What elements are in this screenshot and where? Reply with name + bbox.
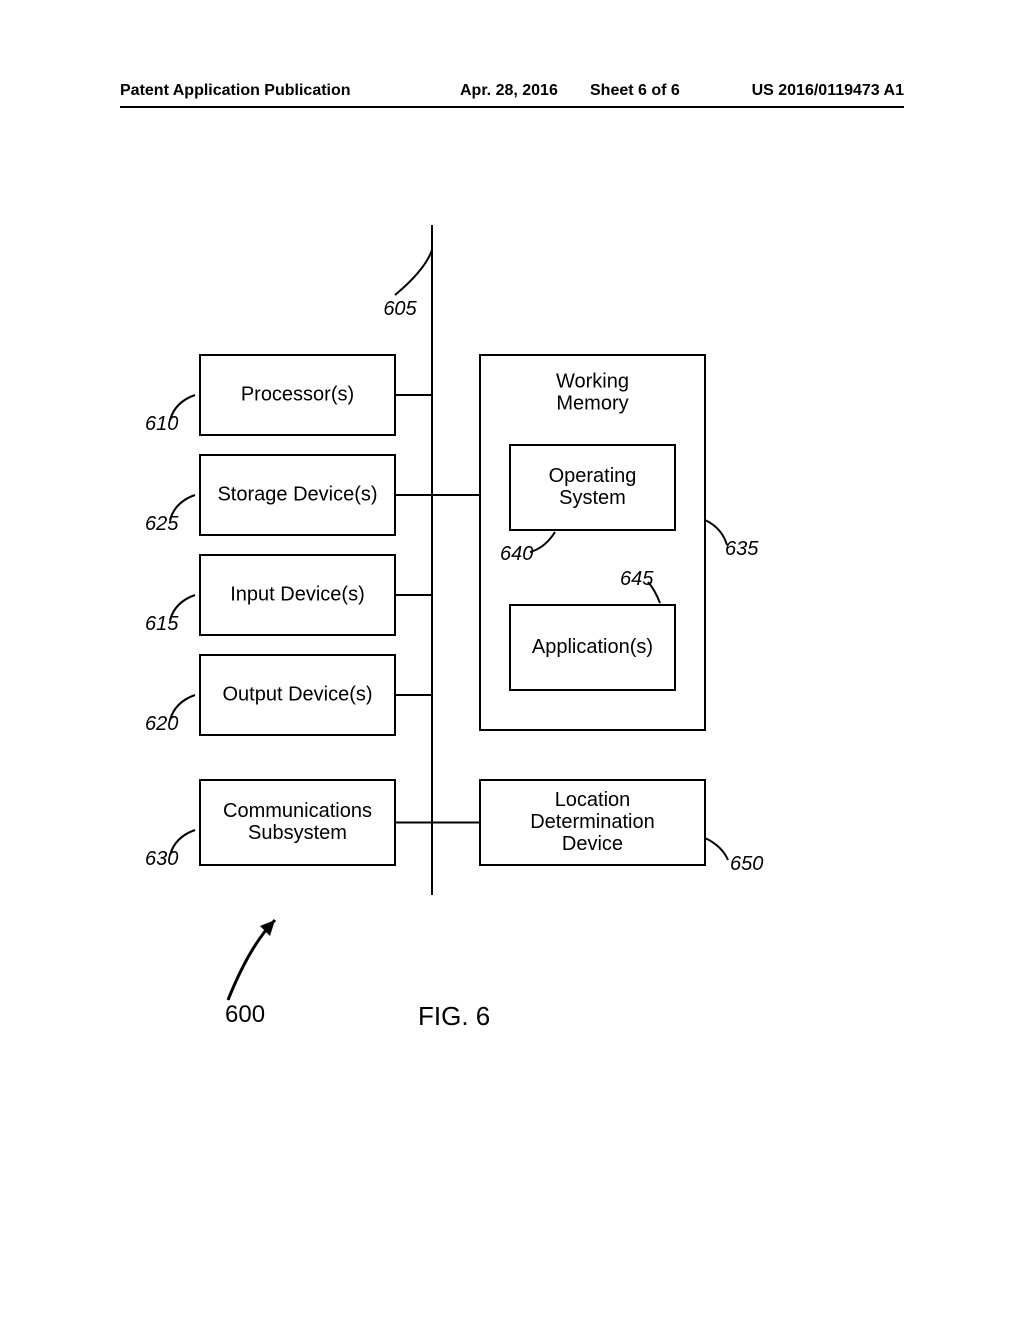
label-output: Output Device(s) [222,683,372,705]
label-location: Location [555,789,631,811]
ref-640: 640 [500,543,533,565]
label-working-memory: Working [556,370,629,392]
label-location: Determination [530,811,655,833]
label-working-memory: Memory [556,392,628,414]
figure-container: 605 Processor(s) 610 Storage Device(s) 625 In… [0,0,1024,1325]
ref-630: 630 [145,848,178,870]
label-comm: Communications [223,800,372,822]
label-location: Device [562,833,623,855]
label-comm: Subsystem [248,822,347,844]
label-app: Application(s) [532,636,653,658]
label-processor: Processor(s) [241,383,354,405]
ref-600: 600 [225,1001,265,1028]
ref-650: 650 [730,853,763,875]
ref-635: 635 [725,538,759,560]
label-input: Input Device(s) [230,583,365,605]
ref-615: 615 [145,613,179,635]
ref-610: 610 [145,413,178,435]
label-os: System [559,487,626,509]
ref-620: 620 [145,713,178,735]
ref-leader [530,532,555,552]
ref-645: 645 [620,568,654,590]
ref-625: 625 [145,513,179,535]
page: Patent Application Publication Apr. 28, … [0,0,1024,1320]
label-storage: Storage Device(s) [217,483,377,505]
figure-caption: FIG. 6 [418,1001,490,1031]
label-os: Operating [549,465,637,487]
ref-leader [705,838,728,860]
figure-svg: 605 Processor(s) 610 Storage Device(s) 625 In… [0,0,1024,1320]
ref-leader [705,520,727,545]
ref-leader [395,250,432,295]
ref-605: 605 [383,298,417,320]
